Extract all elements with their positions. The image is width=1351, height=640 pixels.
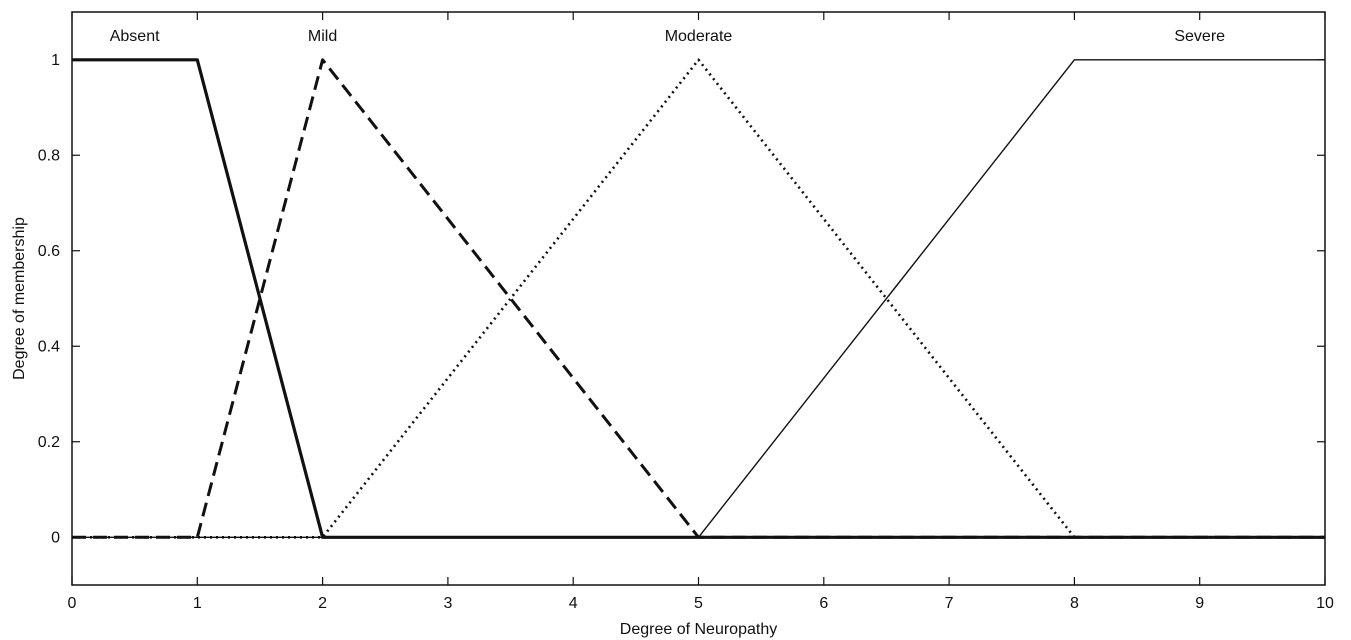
x-tick-label: 8 xyxy=(1070,595,1079,612)
x-tick-label: 7 xyxy=(945,595,954,612)
x-tick-label: 3 xyxy=(443,595,452,612)
series-label-absent: Absent xyxy=(110,28,160,45)
y-tick-label: 0.4 xyxy=(38,338,60,355)
x-tick-label: 2 xyxy=(318,595,327,612)
x-tick-label: 1 xyxy=(193,595,202,612)
series-label-moderate: Moderate xyxy=(665,28,733,45)
y-tick-label: 1 xyxy=(51,52,60,69)
series-label-severe: Severe xyxy=(1174,28,1225,45)
series-line-absent xyxy=(72,58,1325,539)
y-tick-label: 0.2 xyxy=(38,434,60,451)
y-tick-label: 0.8 xyxy=(38,147,60,164)
x-tick-label: 9 xyxy=(1195,595,1204,612)
ticks-layer: 0 1 2 3 4 5 6 7 8 9 10 0 0.2 0.4 0.6 0.8 1 xyxy=(38,12,1334,612)
y-axis-label: Degree of membership xyxy=(11,217,28,380)
annotations-layer: Absent Mild Moderate Severe xyxy=(110,28,1225,45)
x-tick-label: 10 xyxy=(1316,595,1334,612)
series-label-mild: Mild xyxy=(308,28,337,45)
x-tick-label: 5 xyxy=(694,595,703,612)
x-tick-label: 6 xyxy=(819,595,828,612)
x-tick-label: 0 xyxy=(68,595,77,612)
y-tick-label: 0.6 xyxy=(38,243,60,260)
y-tick-label: 0 xyxy=(51,529,60,546)
x-axis-label: Degree of Neuropathy xyxy=(620,621,777,638)
x-tick-label: 4 xyxy=(569,595,578,612)
series-layer xyxy=(72,58,1325,539)
